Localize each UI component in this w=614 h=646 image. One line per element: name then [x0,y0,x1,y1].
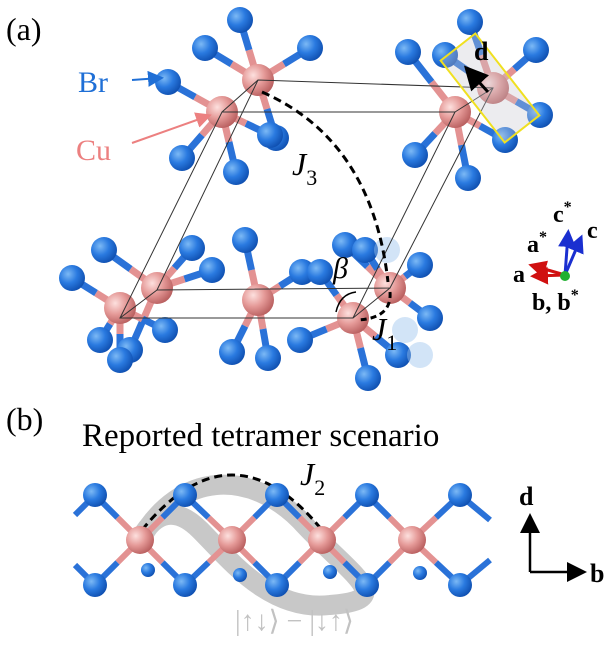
br-atom [257,122,283,148]
br-atom [448,483,472,507]
br-atom [355,483,379,507]
panel-label: (b) [6,401,43,437]
br-atom [173,573,197,597]
br-atom [155,69,181,95]
overlay: (a) Br Cu d J3 β J1 a* a c* c b, b* (b) … [6,11,604,637]
cu-atom [104,292,136,324]
br-atom [83,573,107,597]
cu-atom [308,526,336,554]
br-atom [297,35,323,61]
j-sub: 3 [306,165,317,190]
axis-label: c* [553,199,572,228]
br-atom [307,259,333,285]
br-atom [413,566,427,580]
axis-sup: * [564,199,572,216]
d-axis-label: d [519,482,534,511]
ghost-atom [407,342,433,368]
br-atom [199,257,225,283]
br-atom [83,483,107,507]
axis-main: b, b [532,290,571,316]
j2-label: J2 [300,456,325,500]
br-atom [107,347,133,373]
br-label: Br [78,66,108,99]
br-atom [417,305,443,331]
cu-atom [398,526,426,554]
panel-label: (a) [6,11,42,47]
br-atom [523,37,549,63]
br-atom [395,39,421,65]
axis-label: b, b* [532,287,579,316]
br-atom [179,235,205,261]
br-atom [152,317,178,343]
br-atom [87,327,113,353]
br-atom [169,145,195,171]
br-atom [287,327,313,353]
br-atom [265,483,289,507]
cu-label: Cu [76,134,111,167]
axis-label: c [587,218,598,244]
j3-label: J3 [292,146,317,190]
j-sub: 2 [314,475,325,500]
br-atom [265,573,289,597]
beta-label: β [332,252,348,285]
panel-title: Reported tetramer scenario [82,418,439,454]
br-atom [233,568,247,582]
br-atom [407,252,433,278]
b-axis-label: b [590,559,604,588]
br-atom [355,573,379,597]
axis-sup: * [539,229,547,246]
j-sub: 1 [386,330,397,355]
br-atom [173,483,197,507]
axis-label: a* [527,229,547,258]
br-atom [448,573,472,597]
br-atom [457,9,483,35]
br-atom [223,159,249,185]
spin-state: |↑↓⟩ − |↓↑⟩ [235,606,354,637]
br-atom [141,563,155,577]
br-atom [219,339,245,365]
axis-sup: * [571,287,579,304]
cu-atom [141,272,173,304]
d-label: d [474,37,489,66]
br-atom [355,365,381,391]
br-atom [455,165,481,191]
br-atom [227,7,253,33]
axis-label: a [513,262,525,288]
br-atom [91,237,117,263]
cu-atom [218,526,246,554]
br-atom [232,227,258,253]
cu-atom [126,526,154,554]
axis-main: c [553,202,564,228]
br-atom [255,345,281,371]
br-atom [402,142,428,168]
br-atom [323,565,337,579]
br-atom [192,35,218,61]
figure: (a) Br Cu d J3 β J1 a* a c* c b, b* (b) … [0,0,614,646]
axis-main: a [527,232,539,258]
br-atom [59,265,85,291]
